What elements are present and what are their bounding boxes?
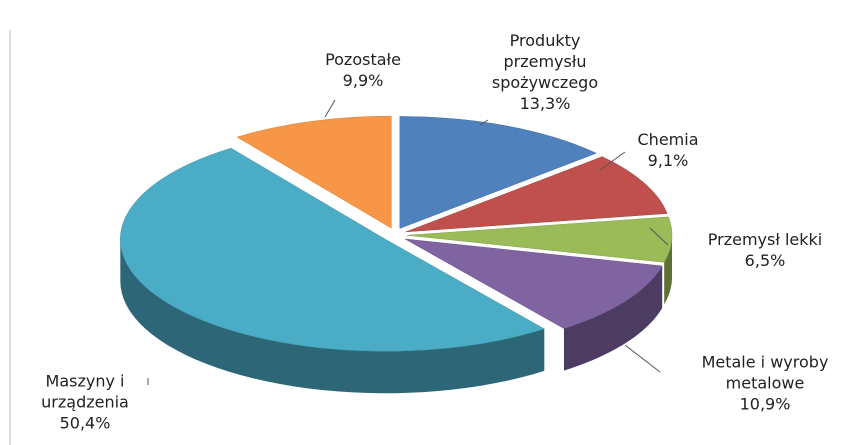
pie-slice (399, 116, 597, 229)
leader-line (649, 227, 669, 246)
category-name: Przemysł lekki (707, 230, 823, 249)
slice-side (120, 239, 545, 394)
value-label: 6,5% (744, 251, 786, 270)
slice-side (664, 235, 672, 305)
slice-label: Pozostałe 9,9% (303, 49, 423, 91)
category-name: Produkty przemysłu spożywczego (491, 31, 599, 92)
pie-slice (405, 156, 668, 233)
pie-slice (404, 238, 663, 329)
value-label: 50,4% (59, 413, 111, 433)
slice-label: Produkty przemysłu spożywczego 13,3% (480, 30, 610, 114)
category-name: Metale i wyroby metalowe (701, 352, 829, 393)
pie-slice (236, 115, 392, 229)
leader-line (599, 151, 626, 171)
pie-slice (406, 216, 673, 263)
value-label: 10,9% (739, 394, 791, 414)
category-name: Chemia (637, 130, 699, 149)
slice-label: Maszyny i urządzenia 50,4% (30, 371, 140, 434)
leader-line (479, 119, 489, 126)
slice-label: Przemysł lekki 6,5% (685, 229, 841, 271)
pie-slice (120, 147, 545, 352)
leader-line (624, 344, 661, 373)
slice-label: Chemia 9,1% (608, 129, 728, 171)
leader-lines (147, 99, 669, 385)
value-label: 9,9% (342, 71, 384, 90)
leader-line (324, 99, 336, 118)
value-label: 9,1% (647, 151, 689, 170)
category-name: Pozostałe (325, 50, 401, 69)
slice-label: Metale i wyroby metalowe 10,9% (680, 352, 841, 415)
category-name: Maszyny i urządzenia (41, 371, 129, 412)
slice-side (563, 265, 663, 371)
value-label: 13,3% (519, 94, 571, 113)
